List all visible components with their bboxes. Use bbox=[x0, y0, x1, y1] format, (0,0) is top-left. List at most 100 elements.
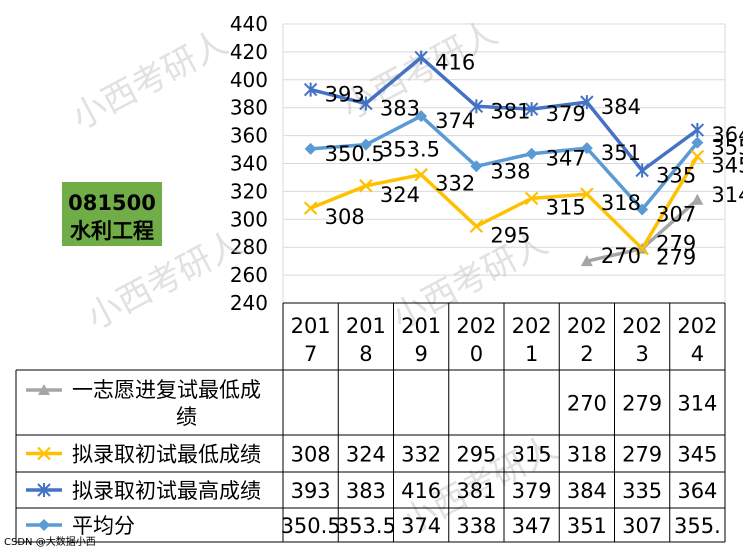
table-cell: 270 bbox=[567, 392, 607, 416]
data-label: 338 bbox=[490, 159, 530, 183]
data-point bbox=[303, 82, 318, 97]
data-point bbox=[303, 201, 318, 215]
data-point bbox=[469, 219, 484, 234]
data-label: 355 bbox=[711, 136, 743, 160]
x-tick-label: 201 9 bbox=[401, 314, 441, 366]
data-label: 335 bbox=[656, 163, 696, 187]
table-cell: 416 bbox=[401, 479, 441, 503]
y-tick-label: 380 bbox=[230, 96, 268, 120]
data-point bbox=[691, 136, 704, 149]
data-point bbox=[524, 102, 539, 117]
data-point bbox=[359, 179, 373, 193]
data-point bbox=[469, 99, 484, 114]
table-cell: 383 bbox=[346, 479, 386, 503]
table-cell: 347 bbox=[512, 514, 552, 538]
data-label: 393 bbox=[325, 83, 365, 107]
x-tick-label: 202 3 bbox=[622, 314, 662, 366]
y-tick-label: 280 bbox=[230, 235, 268, 259]
legend-label: 拟录取初试最高成绩 bbox=[72, 479, 261, 503]
series-line bbox=[310, 55, 699, 173]
data-point bbox=[359, 138, 372, 151]
y-axis: 240 260 280 300 320 340 360 380 400 420 440 bbox=[230, 12, 268, 315]
table-cell: 314 bbox=[677, 392, 717, 416]
data-label: 384 bbox=[601, 95, 641, 119]
data-point bbox=[580, 255, 593, 267]
data-point bbox=[580, 187, 594, 201]
table-cell: 381 bbox=[456, 479, 496, 503]
table-cell: 384 bbox=[567, 479, 607, 503]
data-label: 353.5 bbox=[380, 138, 440, 162]
table-cell: 345 bbox=[677, 443, 717, 467]
data-point bbox=[525, 147, 538, 160]
table-cell: 324 bbox=[346, 443, 386, 467]
data-label: 383 bbox=[380, 97, 420, 121]
data-label: 295 bbox=[490, 223, 530, 247]
footer-credit: CSDN @大数据小西 bbox=[4, 535, 96, 548]
data-label: 279 bbox=[656, 232, 696, 256]
table-cell: 393 bbox=[291, 479, 331, 503]
data-label: 270 bbox=[601, 244, 641, 268]
x-tick-label: 202 4 bbox=[677, 314, 717, 366]
data-label: 332 bbox=[435, 172, 475, 196]
data-point bbox=[38, 384, 50, 395]
table-cell: 279 bbox=[622, 392, 662, 416]
table-cell: 364 bbox=[677, 479, 717, 503]
x-tick-label: 202 1 bbox=[512, 314, 552, 366]
major-badge bbox=[62, 182, 162, 246]
data-label: 351 bbox=[601, 141, 641, 165]
series-line bbox=[310, 114, 699, 212]
table-cell: 279 bbox=[622, 443, 662, 467]
table-cell: 379 bbox=[512, 479, 552, 503]
y-tick-label: 400 bbox=[230, 68, 268, 92]
data-point bbox=[470, 160, 483, 173]
data-point bbox=[524, 191, 539, 206]
series-lines bbox=[309, 55, 699, 263]
data-label: 374 bbox=[435, 109, 475, 133]
major-name: 水利工程 bbox=[70, 219, 154, 243]
y-tick-label: 440 bbox=[230, 12, 268, 36]
y-tick-label: 420 bbox=[230, 40, 268, 64]
table-cell: 335 bbox=[622, 479, 662, 503]
x-tick-label: 202 2 bbox=[567, 314, 607, 366]
y-tick-label: 240 bbox=[230, 291, 268, 315]
table-cell: 318 bbox=[567, 443, 607, 467]
data-point bbox=[580, 142, 593, 155]
data-point bbox=[635, 163, 649, 178]
series-markers bbox=[303, 50, 705, 267]
table-cell: 308 bbox=[291, 443, 331, 467]
data-label: 381 bbox=[490, 99, 530, 123]
y-tick-label: 320 bbox=[230, 179, 268, 203]
major-code: 081500 bbox=[68, 191, 156, 215]
data-point bbox=[636, 203, 649, 216]
data-point bbox=[414, 167, 428, 182]
data-table: 201 7 201 8 201 9 202 0 202 1 202 2 202 3 202 4 一志愿进复试最低… bbox=[15, 302, 726, 543]
data-point bbox=[414, 50, 428, 65]
data-label: 350.5 bbox=[325, 142, 385, 166]
data-label: 308 bbox=[325, 205, 365, 229]
data-point bbox=[690, 123, 705, 138]
data-label: 307 bbox=[656, 203, 696, 227]
y-tick-label: 340 bbox=[230, 152, 268, 176]
data-point bbox=[691, 193, 704, 205]
data-point bbox=[359, 96, 373, 111]
y-tick-label: 260 bbox=[230, 263, 268, 287]
table-cell: 351 bbox=[567, 514, 607, 538]
data-point bbox=[580, 95, 594, 110]
data-label: 279 bbox=[656, 246, 696, 270]
table-cell: 374 bbox=[401, 514, 441, 538]
data-point bbox=[304, 142, 317, 155]
data-label: 347 bbox=[546, 147, 586, 171]
data-label: 314 bbox=[711, 183, 743, 207]
table-cell: 353.5 bbox=[336, 514, 396, 538]
table-cell: 338 bbox=[456, 514, 496, 538]
data-label: 364 bbox=[711, 123, 743, 147]
data-point bbox=[690, 149, 705, 164]
table-cell: 307 bbox=[622, 514, 662, 538]
y-tick-label: 300 bbox=[230, 207, 268, 231]
table-cell: 332 bbox=[401, 443, 441, 467]
data-point bbox=[37, 483, 51, 497]
data-label: 324 bbox=[380, 183, 420, 207]
data-label: 416 bbox=[435, 50, 475, 74]
legend-label: 平均分 bbox=[72, 514, 135, 538]
legend-label: 拟录取初试最低成绩 bbox=[72, 443, 261, 467]
